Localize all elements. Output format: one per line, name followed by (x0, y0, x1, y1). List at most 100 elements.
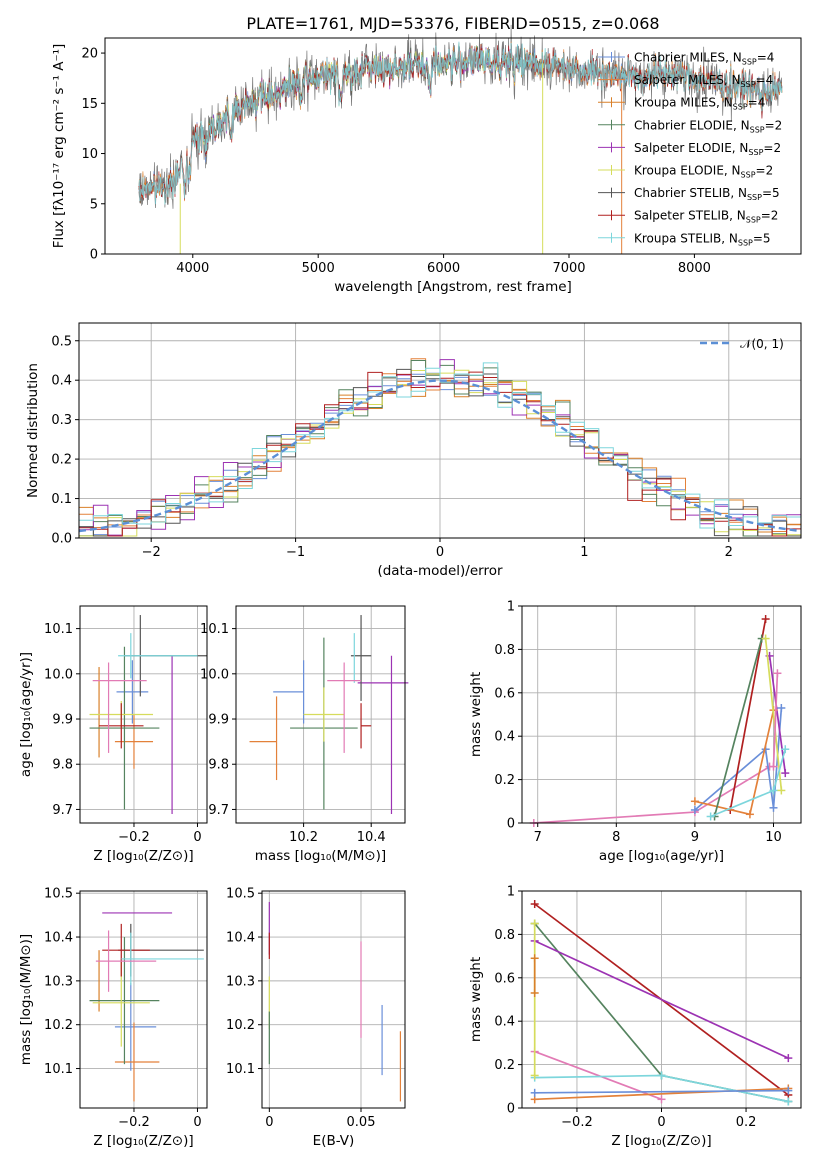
y-tick-label: 9.9 (52, 713, 73, 728)
y-axis-label: Normed distribution (25, 363, 41, 498)
x-axis-label: Z [log₁₀(Z/Z⊙)] (611, 1133, 711, 1149)
axes-frame (521, 605, 802, 824)
panel-3: 10.2 10.4 9.7 9.8 9.9 10.0 10.1 mass [log₁₀(M/M… (200, 605, 409, 864)
y-tick-label: 10.1 (200, 622, 229, 637)
y-axis-label: Flux [fλ10⁻¹⁷ erg cm⁻² s⁻¹ A⁻¹] (51, 44, 67, 249)
y-axis-label: age [log₁₀(age/yr)] (18, 652, 34, 777)
y-tick-label: 1 (507, 600, 515, 615)
x-tick-label: −0.2 (561, 1115, 593, 1130)
panel-5: −0.2 0 10.1 10.2 10.3 10.4 10.5 Z [log₁₀(Z/Z⊙)]… (18, 887, 208, 1149)
model-line-KS (138, 41, 783, 205)
y-tick-label: 9.8 (52, 758, 73, 773)
y-tick-label: 0.2 (494, 773, 515, 788)
y-tick-label: 9.7 (52, 803, 73, 818)
legend-label: Salpeter ELODIE, NSSP=2 (634, 141, 781, 157)
y-tick-label: 0.2 (494, 1058, 515, 1073)
legend-label: Chabrier STELIB, NSSP=5 (634, 186, 780, 202)
y-tick-label: 1 (507, 885, 515, 900)
x-tick-label: 0.2 (736, 1115, 757, 1130)
y-tick-label: 10.5 (44, 887, 73, 902)
y-axis-label: mass [log₁₀(M/M⊙)] (18, 934, 34, 1065)
panel-7: −0.2 0 0.2 0 0.2 0.4 0.6 0.8 1 Z [log₁₀(Z/Z⊙)] mas… (468, 885, 802, 1149)
y-tick-label: 0.8 (494, 643, 515, 658)
legend-label: 𝒩(0, 1) (740, 337, 784, 351)
y-tick-label: 9.9 (208, 713, 229, 728)
y-tick-label: 5 (90, 197, 98, 212)
y-tick-label: 10.3 (44, 974, 73, 989)
x-tick-label: 10.2 (289, 830, 318, 845)
y-tick-label: 10.3 (226, 974, 255, 989)
y-tick-label: 0.8 (494, 928, 515, 943)
weight-line-KE (764, 638, 783, 791)
legend-label: Kroupa ELODIE, NSSP=2 (634, 164, 773, 180)
x-tick-label: 10 (765, 830, 782, 845)
y-tick-label: 15 (81, 97, 98, 112)
x-axis-label: Z [log₁₀(Z/Z⊙)] (93, 848, 193, 864)
x-tick-label: 0.05 (347, 1115, 376, 1130)
weight-line-SM (694, 710, 775, 816)
x-tick-label: 5000 (302, 261, 335, 276)
y-tick-label: 0.6 (494, 971, 515, 986)
x-axis-label: age [log₁₀(age/yr)] (599, 848, 724, 864)
x-axis-label: (data-model)/error (377, 563, 503, 579)
panel-0: 4000 5000 6000 7000 8000 0 5 10 15 20 wavelength [… (51, 24, 802, 295)
legend-label: Kroupa MILES, NSSP=4 (634, 96, 765, 112)
weight-line-CE (713, 638, 763, 817)
y-tick-label: 0 (90, 248, 98, 263)
y-tick-label: 10.2 (226, 1018, 255, 1033)
x-tick-label: 7000 (552, 261, 585, 276)
y-tick-label: 0.2 (51, 453, 72, 468)
x-tick-label: 0 (657, 1115, 665, 1130)
x-tick-label: 6000 (427, 261, 460, 276)
weight-line-PK2 (772, 673, 779, 767)
axes-frame (79, 605, 208, 824)
x-tick-label: −2 (142, 545, 161, 560)
y-axis-label: mass weight (468, 957, 484, 1042)
y-tick-label: 10.1 (44, 622, 73, 637)
y-tick-label: 20 (81, 47, 98, 62)
y-axis-label: mass weight (468, 672, 484, 757)
y-tick-label: 0.4 (494, 1015, 515, 1030)
legend-label: Chabrier ELODIE, NSSP=2 (634, 118, 782, 134)
normal-curve (78, 379, 802, 533)
y-tick-label: 0.4 (494, 730, 515, 745)
x-axis-label: E(B-V) (313, 1133, 355, 1149)
weight-line-SE (768, 655, 787, 774)
axes-frame (235, 605, 406, 824)
y-tick-label: 0.1 (51, 492, 72, 507)
legend: 𝒩(0, 1) (700, 337, 784, 351)
x-tick-label: 7 (534, 830, 542, 845)
weight-line-SS (729, 618, 767, 811)
y-tick-label: 10.4 (226, 931, 255, 946)
y-tick-label: 0.3 (51, 413, 72, 428)
y-tick-label: 10.1 (226, 1062, 255, 1077)
y-tick-label: 10.0 (200, 667, 229, 682)
y-tick-label: 0 (507, 1102, 515, 1117)
y-tick-label: 10.4 (44, 931, 73, 946)
y-tick-label: 10.0 (44, 667, 73, 682)
y-tick-label: 0.4 (51, 374, 72, 389)
weight-line-CM (534, 1089, 789, 1094)
y-tick-label: 0.6 (494, 686, 515, 701)
panel-2: −0.2 0 9.7 9.8 9.9 10.0 10.1 Z [log₁₀(Z/Z⊙)] age… (18, 605, 208, 864)
x-axis-label: Z [log₁₀(Z/Z⊙)] (93, 1133, 193, 1149)
x-axis-label: wavelength [Angstrom, rest frame] (334, 279, 572, 295)
axes-frame (79, 890, 208, 1109)
y-tick-label: 10.1 (44, 1062, 73, 1077)
legend-label: Chabrier MILES, NSSP=4 (634, 51, 774, 67)
x-tick-label: −1 (286, 545, 305, 560)
y-tick-label: 10 (81, 147, 98, 162)
axes-frame (261, 890, 406, 1109)
x-tick-label: 0 (193, 830, 201, 845)
legend: Chabrier MILES, NSSP=4 Salpeter MILES, NS… (598, 51, 782, 247)
x-tick-label: −0.2 (118, 830, 150, 845)
legend-label: Salpeter STELIB, NSSP=2 (634, 209, 778, 225)
y-tick-label: 10.5 (226, 887, 255, 902)
x-tick-label: 4000 (176, 261, 209, 276)
x-tick-label: 8 (612, 830, 620, 845)
x-tick-label: 9 (691, 830, 699, 845)
x-tick-label: 0 (265, 1115, 273, 1130)
y-tick-label: 0 (507, 817, 515, 832)
y-tick-label: 9.7 (208, 803, 229, 818)
